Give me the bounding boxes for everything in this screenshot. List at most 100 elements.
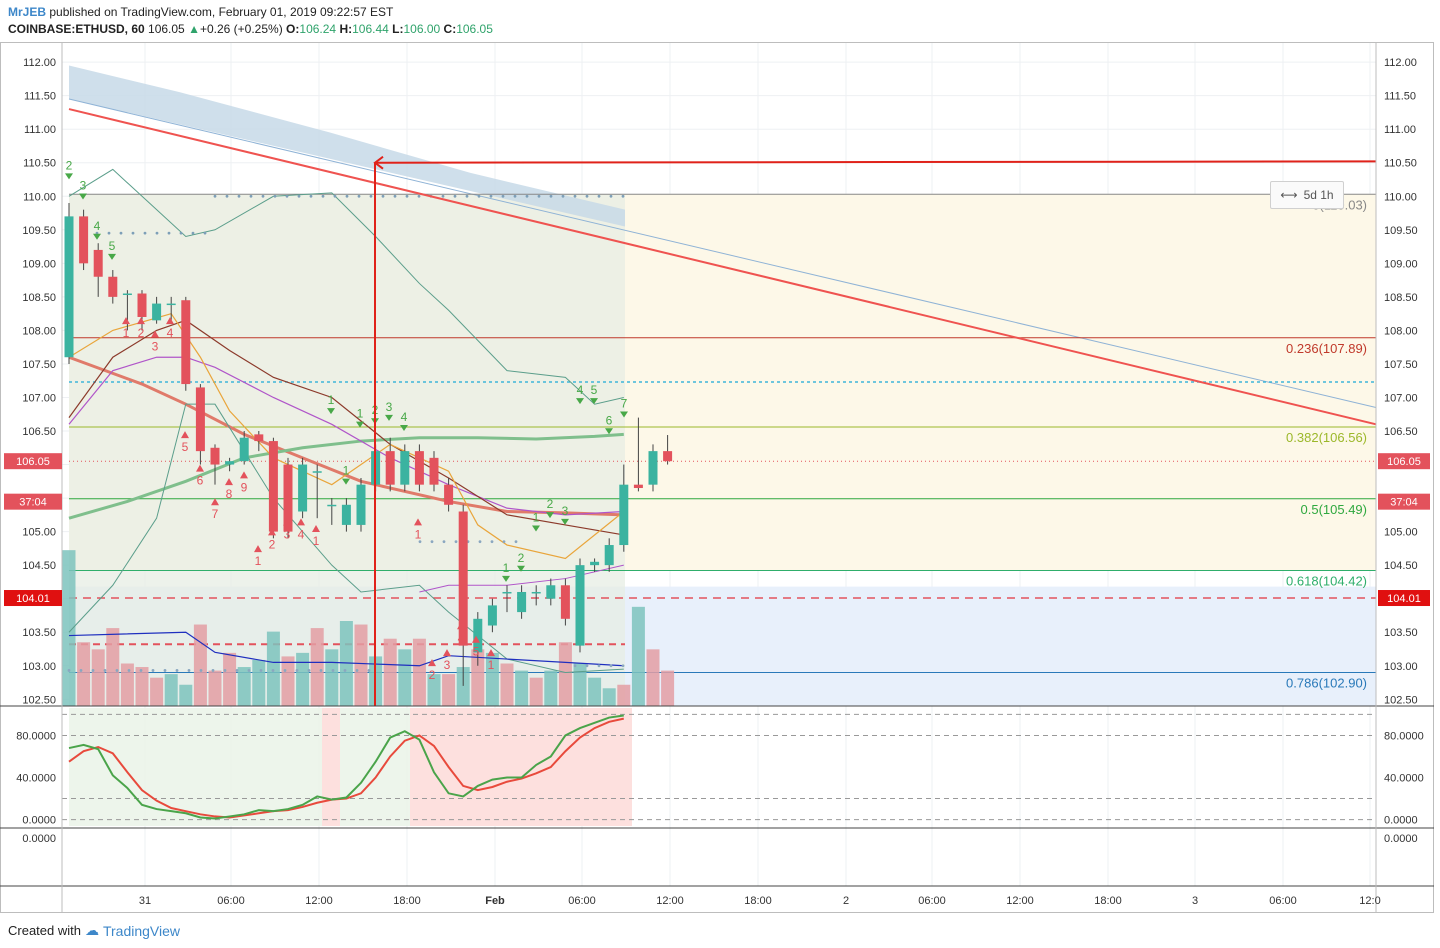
pivot-dot (319, 669, 323, 672)
candle-body (385, 451, 395, 485)
pivot-dot (249, 194, 253, 198)
price-tick-right: 108.00 (1384, 325, 1418, 337)
candle-body (254, 434, 264, 442)
volume-bar (62, 550, 76, 706)
pivot-dot (131, 231, 135, 235)
channel-band (69, 65, 625, 227)
pivot-dot (67, 669, 71, 672)
candle-body (648, 451, 658, 485)
pivot-dot (151, 669, 155, 672)
price-tick-right: 103.50 (1384, 627, 1418, 639)
tradingview-brand[interactable]: TradingView (102, 922, 181, 939)
price-tick-right: 106.50 (1384, 426, 1418, 438)
time-tick: 12:00 (656, 895, 684, 907)
tradingview-logo-icon[interactable]: ☁ (84, 922, 99, 938)
td-count-label: 2 (66, 158, 73, 172)
volume-bar (296, 652, 310, 706)
pivot-dot (285, 194, 289, 198)
price-tick-left: 112.00 (23, 57, 56, 69)
time-tick: 12:00 (1006, 895, 1034, 907)
price-label-right: 106.05 (1387, 456, 1421, 468)
candle-body (663, 451, 673, 462)
price-tick-right: 104.50 (1384, 560, 1418, 572)
pivot-dot (309, 194, 313, 198)
td-count-label: 6 (606, 413, 613, 427)
pivot-dot (331, 669, 335, 672)
price-tick-left: 107.00 (22, 392, 56, 404)
price-tick-left: 106.50 (22, 426, 56, 438)
candle-body (137, 293, 147, 317)
pivot-dot (453, 194, 457, 198)
candle-body (327, 504, 337, 507)
osc-tick-left: 40.0000 (16, 773, 56, 785)
pivot-dot (513, 194, 517, 198)
pivot-dot (573, 664, 577, 668)
td-down-triangle (327, 408, 335, 415)
symbol-name[interactable]: COINBASE:ETHUSD, 60 (8, 22, 145, 36)
price-tick-right: 109.50 (1384, 225, 1418, 237)
author-name[interactable]: MrJEB (8, 5, 47, 19)
volume-bar (208, 670, 222, 706)
time-tick: 18:00 (744, 895, 772, 907)
low-label: L: (392, 22, 404, 36)
candle-body (166, 303, 176, 306)
volume-bar (631, 606, 645, 706)
volume-bar (471, 649, 485, 706)
pivot-dot (187, 669, 191, 672)
pivot-dot (283, 669, 287, 672)
price-label-left-bg (4, 493, 62, 510)
candle-body (181, 300, 191, 385)
volume-bar (281, 656, 295, 706)
td-up-triangle (297, 518, 305, 526)
range-tag[interactable]: ⟷ 5d 1h (1270, 181, 1344, 209)
pivot-dot (143, 231, 147, 235)
arrow-head-icon (373, 155, 384, 170)
td-count-label: 4 (577, 383, 584, 397)
time-tick: 31 (139, 895, 151, 907)
td-count-label: 7 (212, 507, 219, 521)
ma-brown-line (68, 319, 624, 536)
volume-bar (602, 688, 616, 706)
td-down-triangle (79, 193, 87, 200)
fib-level-label: 0.5(105.49) (1301, 502, 1368, 517)
time-tick: 3 (1192, 895, 1198, 907)
candle-body (487, 605, 497, 626)
volume-bar (135, 667, 149, 706)
pivot-dot (489, 194, 493, 198)
volume-bar (588, 677, 602, 706)
fib-level-label: 0.236(107.89) (1286, 341, 1367, 356)
td-down-triangle (502, 575, 510, 582)
price-tick-left: 102.50 (22, 694, 56, 706)
volume-bar (354, 624, 368, 706)
volume-bar (529, 677, 543, 706)
volume-bar (77, 642, 91, 706)
fib-level-label: 0.618(104.42) (1286, 574, 1367, 589)
volume-bar (310, 628, 324, 706)
td-count-label: 4 (298, 527, 305, 541)
td-count-label: 4 (401, 410, 408, 424)
pivot-dot (514, 540, 518, 544)
candle-body (619, 484, 629, 546)
pivot-dot (79, 669, 83, 672)
td-count-label: 2 (429, 668, 436, 682)
td-down-triangle (532, 525, 540, 532)
td-count-label: 7 (621, 397, 628, 411)
td-count-label: 3 (386, 400, 393, 414)
td-count-label: 1 (415, 527, 422, 541)
osc-tick-right: 0.0000 (1384, 815, 1418, 827)
pivot-dot (167, 231, 171, 235)
pivot-dot (199, 669, 203, 672)
td-up-triangle (428, 659, 436, 667)
time-tick: 18:00 (1094, 895, 1122, 907)
pivot-dot (203, 231, 207, 235)
price-tick-right: 103.00 (1384, 661, 1418, 673)
arrow-horizontal (374, 160, 1377, 164)
price-tick-left: 110.50 (23, 158, 56, 170)
td-up-triangle (268, 528, 276, 536)
td-down-triangle (356, 421, 364, 428)
pivot-dot (478, 540, 482, 544)
td-count-label: 1 (343, 464, 350, 478)
low-value: 106.00 (403, 22, 441, 36)
candle-body (531, 591, 541, 594)
